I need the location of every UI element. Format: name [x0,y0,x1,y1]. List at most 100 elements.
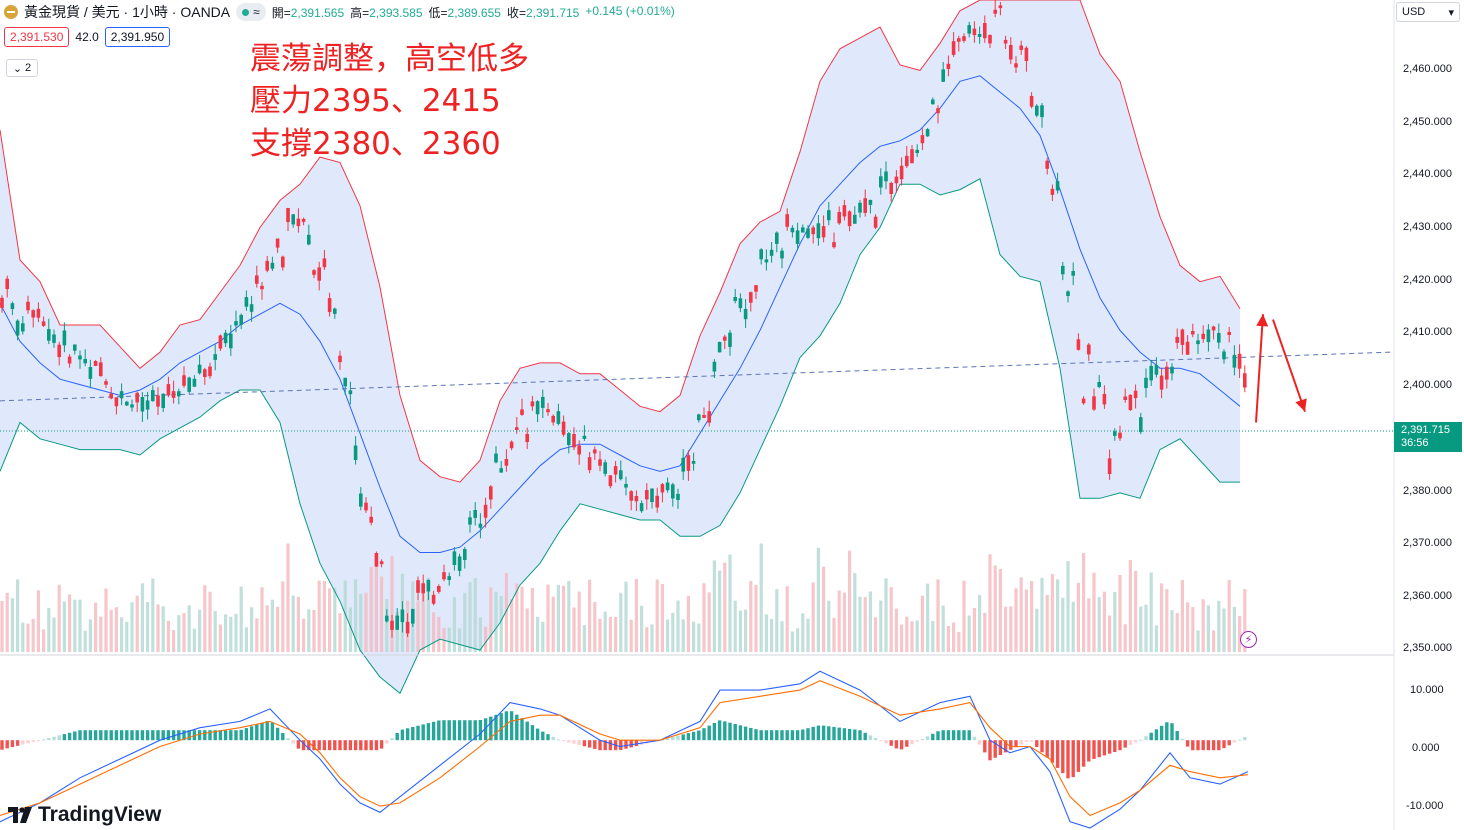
volume-bar [567,581,571,652]
volume-bar [541,621,545,652]
candle-body [156,395,160,407]
candle-body [1102,393,1107,405]
tradingview-logo[interactable]: TradingView [8,803,161,827]
price-tick: 2,370.000 [1403,537,1452,549]
currency-select[interactable]: USD ▾ [1396,2,1460,22]
change-value: +0.145 (+0.01%) [585,3,675,18]
candle-body [702,415,706,418]
candle-body [972,28,977,36]
macd-histogram-bar [1097,740,1101,758]
macd-histogram-bar [1014,740,1018,748]
volume-bar [52,617,56,652]
candle-body [650,488,654,502]
volume-bar [692,621,696,652]
candle-body [634,496,639,502]
macd-histogram-bar [608,740,613,751]
sell-button[interactable]: 2,391.530 [4,27,70,47]
lightning-icon[interactable]: ⚡ [1240,631,1257,648]
macd-histogram-bar [769,730,774,741]
macd-histogram-bar [145,730,150,741]
macd-tick: -10.000 [1406,800,1444,812]
volume-bar [276,606,280,652]
candle-body [780,250,784,259]
candle-body [530,401,535,407]
macd-histogram-bar [41,739,46,741]
candle-body [1045,160,1049,169]
volume-bar [676,600,680,652]
close-label: 收= [506,5,526,20]
macd-histogram-bar [546,734,550,741]
volume-bar [26,623,30,652]
candle-body [1206,329,1211,343]
volume-bar [577,591,581,652]
symbol-title[interactable]: 黃金現貨 / 美元 · 1小時 · OANDA [24,4,231,20]
candle-body [489,486,493,500]
macd-histogram-bar [624,740,628,749]
candle-body [853,214,857,224]
volume-bar [1165,589,1169,652]
candle-body [775,232,779,244]
volume-bar [889,587,893,652]
candle-body [494,453,498,463]
candle-body [504,459,509,466]
current-price-label: 2,391.715 36:56 [1394,422,1462,452]
volume-bar [73,599,77,652]
candle-body [218,335,223,349]
volume-bar [1050,574,1054,652]
signal-line [0,680,1249,817]
candle-body [1123,396,1127,400]
macd-histogram-bar [1123,740,1127,748]
market-status-pill[interactable]: ≈ [236,3,266,21]
volume-bar [1045,594,1049,652]
candle-body [593,449,597,454]
candle-body [260,285,264,290]
macd-histogram-bar [1055,740,1060,768]
volume-bar [47,607,51,652]
macd-histogram-bar [977,740,982,745]
volume-bar [125,621,129,652]
candle-body [10,303,15,309]
volume-bar [302,618,306,652]
macd-histogram-bar [229,730,233,741]
volume-bar [796,628,800,652]
macd-histogram-bar [790,730,795,741]
buy-button[interactable]: 2,391.950 [104,27,171,47]
candle-body [728,332,732,347]
candle-body [608,475,613,487]
macd-histogram-bar [577,740,581,745]
candle-body [255,275,259,284]
volume-bar [57,584,61,652]
candle-body [889,182,893,194]
candle-body [291,214,295,225]
macd-histogram-bar [468,720,472,741]
candle-body [26,301,30,311]
pill-symbol: ≈ [253,5,260,19]
volume-bar [468,582,472,652]
macd-histogram-bar [509,711,514,741]
macd-histogram-bar [946,730,951,741]
candle-body [717,342,722,353]
candle-body [754,285,758,292]
macd-histogram-bar [743,726,748,741]
volume-bar [1113,591,1117,652]
macd-histogram-bar [333,740,337,751]
volume-bar [1123,624,1127,652]
bar-countdown: 36:56 [1401,437,1429,449]
candle-body [1092,396,1096,410]
indicators-toggle-button[interactable]: ⌄ 2 [6,59,38,77]
macd-histogram-bar [281,733,285,741]
volume-bar [447,627,451,652]
volume-bar [1024,589,1028,652]
macd-histogram-bar [31,740,35,742]
macd-histogram-bar [125,730,129,741]
volume-bar [156,604,160,652]
candle-body [962,36,966,41]
volume-bar [702,583,706,652]
candle-body [1227,331,1231,335]
volume-bar [967,615,971,652]
volume-bar [192,628,196,652]
candle-body [743,308,748,320]
macd-histogram-bar [1154,729,1159,741]
macd-histogram-bar [1076,740,1081,772]
